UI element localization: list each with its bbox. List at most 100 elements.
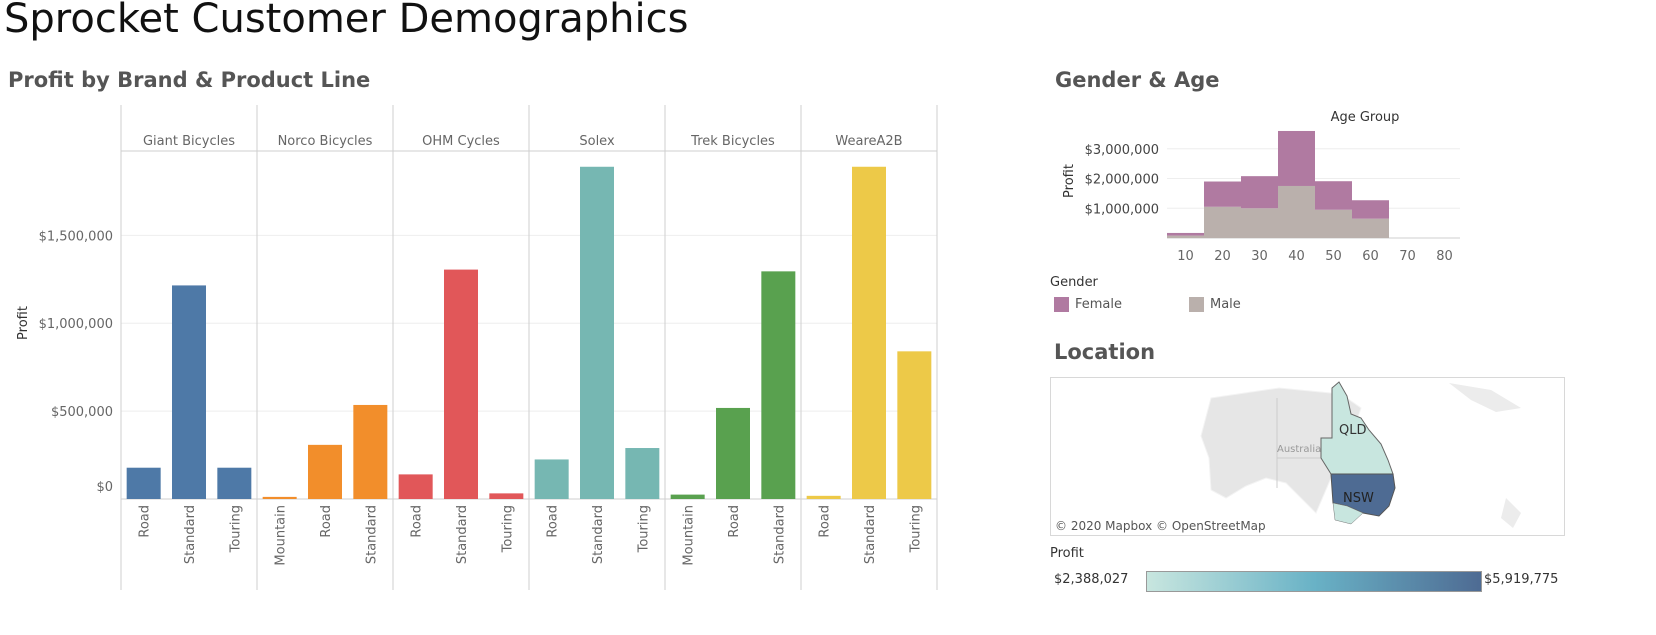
x-tick-label: Standard — [364, 505, 379, 564]
brand-header: Solex — [579, 134, 615, 149]
legend-label-male: Male — [1210, 297, 1241, 312]
stacked-bar-segment[interactable] — [1315, 209, 1352, 238]
qld-region[interactable] — [1320, 381, 1394, 475]
gender-age-chart[interactable]: Age Group Profit $1,000,000 $2,000,000 $3,… — [1050, 100, 1460, 370]
profit-y-axis-title: Profit — [16, 306, 31, 340]
new-zealand-landmass — [1501, 498, 1521, 528]
stacked-bar-segment[interactable] — [1278, 130, 1315, 186]
x-tick-label: Standard — [183, 505, 198, 564]
stacked-bar-segment[interactable] — [1204, 206, 1241, 238]
bar[interactable] — [625, 448, 660, 499]
x-tick-label: 30 — [1251, 249, 1268, 264]
y-tick-label: $1,000,000 — [39, 317, 113, 332]
map-country-label: Australia — [1277, 444, 1321, 455]
x-tick-label: Standard — [772, 505, 787, 564]
location-section-title: Location — [1054, 340, 1156, 364]
y-tick-label: $1,500,000 — [39, 229, 113, 244]
stacked-bar-segment[interactable] — [1241, 176, 1278, 209]
x-tick-label: Standard — [455, 505, 470, 564]
y-tick-label: $500,000 — [51, 405, 113, 420]
stacked-bar-segment[interactable] — [1241, 208, 1278, 238]
x-tick-label: Touring — [228, 505, 243, 553]
map-attribution[interactable]: © 2020 Mapbox © OpenStreetMap — [1055, 519, 1266, 533]
papua-landmass — [1449, 383, 1521, 412]
x-tick-label: 70 — [1399, 249, 1416, 264]
x-tick-label: 10 — [1177, 249, 1194, 264]
x-tick-label: Road — [410, 505, 425, 538]
australia-map-svg: Australia QLD NSW — [1200, 381, 1521, 528]
bar[interactable] — [580, 166, 614, 500]
bar[interactable] — [172, 285, 206, 499]
x-tick-label: Road — [138, 505, 153, 538]
bar[interactable] — [670, 494, 705, 499]
x-tick-label: Touring — [636, 505, 651, 553]
x-tick-label: 60 — [1362, 249, 1379, 264]
bar[interactable] — [716, 407, 750, 499]
x-tick-label: 50 — [1325, 249, 1342, 264]
bar[interactable] — [489, 493, 524, 499]
female-swatch — [1054, 297, 1069, 312]
age-group-axis-title: Age Group — [1331, 110, 1400, 125]
vic-region — [1332, 502, 1364, 525]
age-profit-y-axis-title: Profit — [1062, 164, 1077, 198]
stacked-bar-segment[interactable] — [1204, 181, 1241, 207]
stacked-bar-segment[interactable] — [1352, 200, 1389, 219]
legend-item-male[interactable]: Male — [1189, 297, 1241, 312]
stacked-bar-segment[interactable] — [1315, 181, 1352, 210]
brand-header: WeareA2B — [835, 134, 902, 149]
profit-color-gradient — [1146, 571, 1482, 592]
nsw-label: NSW — [1343, 491, 1374, 506]
bar[interactable] — [353, 404, 388, 499]
x-tick-label: Mountain — [274, 505, 289, 566]
gender-age-section-title: Gender & Age — [1055, 68, 1220, 92]
bar[interactable] — [126, 467, 161, 499]
stacked-bar-segment[interactable] — [1167, 235, 1204, 238]
x-tick-label: Touring — [908, 505, 923, 553]
bar[interactable] — [217, 467, 252, 499]
legend-item-female[interactable]: Female — [1054, 297, 1122, 312]
profit-legend-min: $2,388,027 — [1054, 572, 1129, 587]
profit-legend-max: $5,919,775 — [1484, 572, 1559, 587]
brand-header: Trek Bicycles — [690, 134, 775, 149]
australia-landmass — [1200, 387, 1362, 514]
legend-label-female: Female — [1075, 297, 1123, 312]
bar[interactable] — [852, 166, 886, 500]
bar[interactable] — [262, 496, 297, 499]
y-tick-label: $2,000,000 — [1085, 173, 1159, 188]
location-map[interactable]: Australia QLD NSW © 2020 Mapbox © OpenSt… — [1050, 377, 1565, 536]
stacked-bar-segment[interactable] — [1352, 218, 1389, 238]
dashboard-title: Sprocket Customer Demographics — [4, 0, 689, 42]
brand-header: OHM Cycles — [422, 134, 500, 149]
x-tick-label: 20 — [1214, 249, 1231, 264]
x-tick-label: Mountain — [682, 505, 697, 566]
bar[interactable] — [897, 351, 932, 499]
y-tick-label: $0 — [96, 480, 113, 495]
x-tick-label: Road — [546, 505, 561, 538]
x-tick-label: Standard — [591, 505, 606, 564]
gender-legend-title: Gender — [1050, 275, 1098, 290]
x-tick-label: 40 — [1288, 249, 1305, 264]
x-tick-label: Road — [319, 505, 334, 538]
x-tick-label: 80 — [1436, 249, 1453, 264]
x-tick-label: Standard — [863, 505, 878, 564]
x-tick-label: Road — [727, 505, 742, 538]
qld-label: QLD — [1339, 423, 1367, 438]
bar[interactable] — [398, 474, 433, 499]
male-swatch — [1189, 297, 1204, 312]
y-tick-label: $3,000,000 — [1085, 143, 1159, 158]
x-tick-label: Touring — [500, 505, 515, 553]
bar[interactable] — [806, 495, 841, 499]
profit-color-legend-title: Profit — [1050, 546, 1084, 561]
brand-header: Norco Bicycles — [278, 134, 373, 149]
y-tick-label: $1,000,000 — [1085, 202, 1159, 217]
stacked-bar-segment[interactable] — [1167, 232, 1204, 236]
profit-by-brand-chart[interactable]: Giant Bicycles Norco Bicycles OHM Cycles So… — [0, 0, 1000, 635]
x-tick-label: Road — [818, 505, 833, 538]
bar[interactable] — [534, 459, 569, 499]
stacked-bar-segment[interactable] — [1278, 185, 1315, 238]
brand-header: Giant Bicycles — [143, 134, 235, 149]
bar[interactable] — [308, 444, 342, 499]
bar[interactable] — [761, 271, 796, 499]
profit-section-title: Profit by Brand & Product Line — [8, 68, 371, 92]
bar[interactable] — [444, 269, 478, 499]
